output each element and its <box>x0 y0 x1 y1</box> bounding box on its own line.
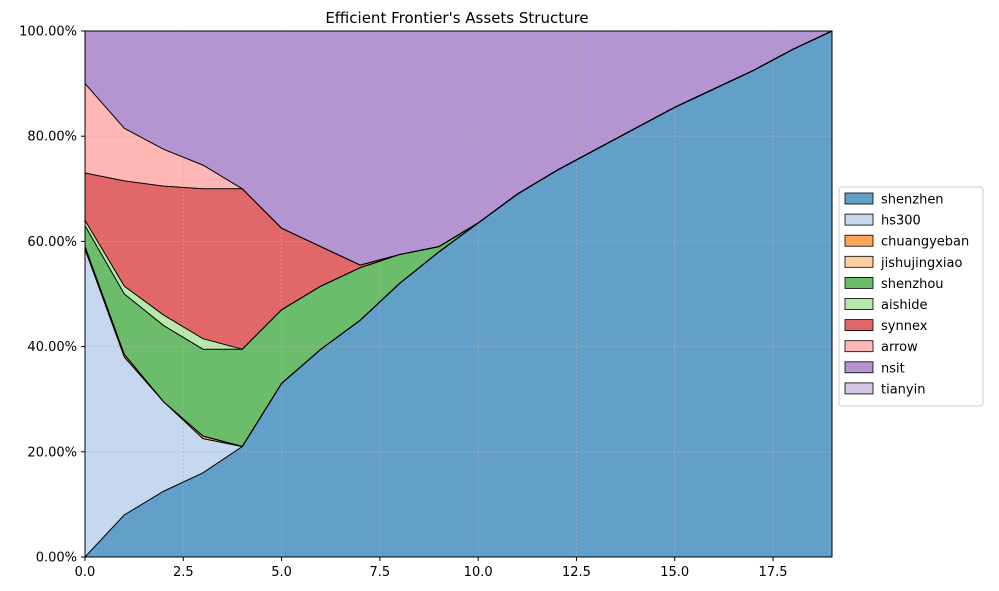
legend-item-chuangyeban: chuangyeban <box>844 234 969 250</box>
legend-swatch <box>844 340 874 353</box>
legend-swatch <box>844 361 874 374</box>
x-tick-label: 0.0 <box>75 565 96 580</box>
y-tick-label: 0.00% <box>36 551 77 566</box>
x-tick-label: 7.5 <box>370 565 391 580</box>
plot-frame <box>84 30 833 558</box>
edge-arrow <box>84 30 833 266</box>
legend-swatch <box>844 213 874 226</box>
legend-item-jishujingxiao: jishujingxiao <box>844 255 962 271</box>
legend-item-shenzhen: shenzhen <box>844 192 944 208</box>
y-tick-label: 20.00% <box>27 445 77 460</box>
legend-swatch <box>844 234 874 247</box>
area-aishide <box>85 31 832 350</box>
area-nsit <box>85 31 832 266</box>
x-tick-label: 17.5 <box>759 565 788 580</box>
legend-label: synnex <box>881 319 928 334</box>
legend-item-shenzhou: shenzhou <box>844 276 944 292</box>
legend-label: nsit <box>881 361 905 376</box>
area-layer <box>85 31 832 557</box>
legend-item-synnex: synnex <box>844 319 928 334</box>
legend-label: tianyin <box>881 382 925 397</box>
area-shenzhen <box>85 31 832 557</box>
y-tick-label: 80.00% <box>27 130 77 145</box>
legend-label: shenzhen <box>881 193 944 208</box>
y-tick-label: 60.00% <box>27 235 77 250</box>
chart-title: Efficient Frontier's Assets Structure <box>325 9 588 27</box>
y-tick-label: 40.00% <box>27 340 77 355</box>
legend-label: aishide <box>881 298 927 313</box>
legend-item-hs300: hs300 <box>844 213 921 229</box>
legend-item-aishide: aishide <box>844 298 927 313</box>
x-tick-label: 5.0 <box>271 565 292 580</box>
x-tick-label: 10.0 <box>464 565 493 580</box>
area-synnex <box>85 31 832 350</box>
legend-item-arrow: arrow <box>844 340 918 355</box>
legend-swatch <box>844 382 874 395</box>
axes-layer: 0.0 2.5 5.0 7.5 10.0 12.5 15.0 17.5 0.00% 20.00% 4… <box>19 25 833 580</box>
area-shenzhou <box>85 31 832 447</box>
legend-item-nsit: nsit <box>844 361 905 376</box>
legend-label: jishujingxiao <box>880 256 962 271</box>
legend-swatch <box>844 319 874 332</box>
legend-item-tianyin: tianyin <box>844 382 925 397</box>
x-tick-label: 15.0 <box>660 565 689 580</box>
legend-label: chuangyeban <box>881 235 969 250</box>
legend-swatch <box>844 255 874 268</box>
legend-label: arrow <box>881 340 918 355</box>
legend: shenzhen hs300 chuangyeban jishujingxiao she… <box>838 186 984 407</box>
legend-label: hs300 <box>881 214 921 229</box>
legend-box <box>838 186 984 407</box>
legend-swatch <box>844 192 874 205</box>
y-tick-label: 100.00% <box>19 25 77 40</box>
legend-swatch <box>844 276 874 289</box>
legend-label: shenzhou <box>881 277 944 292</box>
legend-swatch <box>844 298 874 310</box>
x-tick-label: 12.5 <box>562 565 591 580</box>
x-tick-label: 2.5 <box>173 565 194 580</box>
